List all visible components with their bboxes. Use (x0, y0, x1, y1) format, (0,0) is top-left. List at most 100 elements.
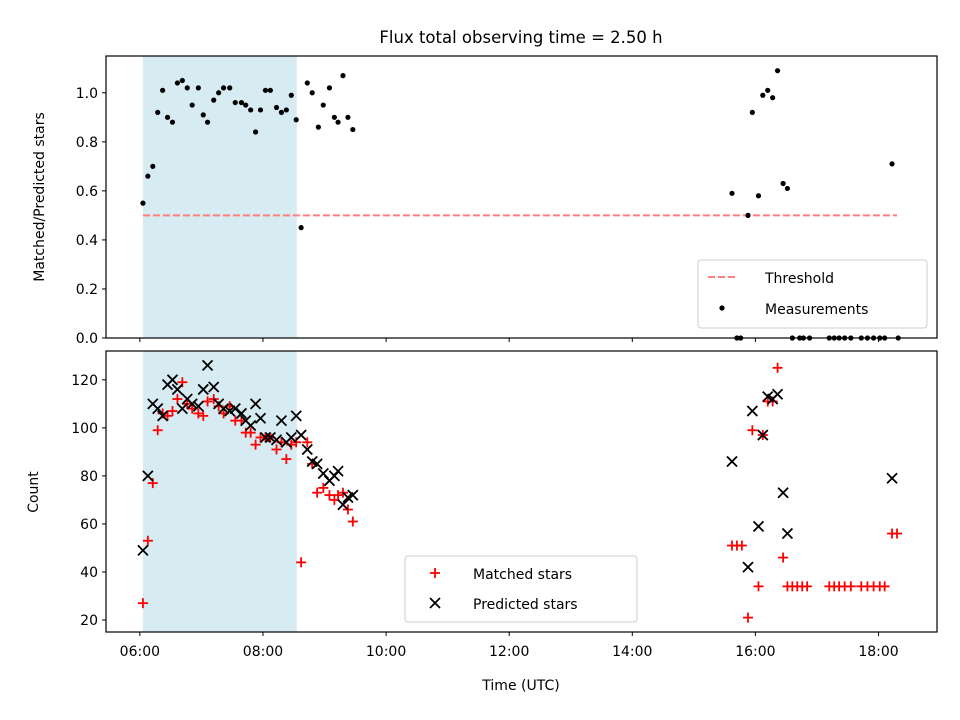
bottom-predicted-stars-point (259, 431, 272, 444)
top-measurements-point (335, 119, 341, 125)
bottom-matched-stars-point (312, 487, 323, 498)
top-y-tick-label: 0.6 (76, 184, 98, 200)
top-measurements-point (729, 190, 735, 196)
top-measurements-point (320, 102, 326, 108)
top-legend-box (697, 259, 928, 329)
top-y-tick-label: 0.4 (76, 233, 98, 249)
top-measurements-point (238, 99, 245, 106)
top-measurements-point (150, 163, 156, 169)
bottom-predicted-stars-point (208, 381, 220, 393)
top-measurements-point (765, 87, 771, 93)
top-measurements-point (326, 85, 333, 91)
bottom-predicted-stars-point (295, 429, 307, 441)
top-y-tick-label: 0.8 (76, 135, 98, 151)
top-plot-frame (105, 55, 938, 339)
bottom-predicted-stars-point (311, 458, 323, 470)
bottom-predicted-stars-point (254, 412, 267, 424)
top-measurements-point (760, 92, 766, 98)
top-measurements-point (160, 87, 166, 93)
top-measurements-point (248, 107, 254, 113)
bottom-predicted-stars-point (201, 359, 214, 372)
bottom-matched-stars-point (296, 557, 307, 568)
chart-title: Flux total observing time = 2.50 h (379, 28, 662, 47)
bottom-legend: Matched stars Predicted stars (404, 555, 638, 623)
bottom-predicted-stars-point (757, 429, 769, 441)
top-measurements-point (164, 114, 171, 120)
bottom-predicted-stars-point (224, 405, 236, 417)
top-measurements-point (278, 109, 285, 115)
bottom-predicted-stars-point (726, 455, 738, 468)
bottom-legend-box (404, 555, 638, 623)
bottom-predicted-stars-point (142, 470, 154, 482)
bottom-y-tick-label: 60 (80, 517, 98, 533)
bottom-predicted-stars-point (337, 499, 349, 511)
bottom-predicted-stars-point (290, 410, 302, 422)
bottom-predicted-stars-point (229, 403, 241, 415)
top-measurements-point (195, 85, 201, 91)
x-tick-label: 10:00 (366, 644, 406, 660)
top-measurements-point (204, 119, 211, 125)
top-y-axis-label: Matched/Predicted stars (32, 112, 48, 282)
x-tick-label: 14:00 (612, 644, 652, 660)
bottom-matched-stars-point (250, 439, 261, 450)
bottom-matched-stars-point (152, 425, 163, 436)
bottom-predicted-stars-point (742, 561, 754, 573)
top-measurements-point (340, 73, 346, 79)
bottom-panel: 06:00 08:00 10:00 12:00 14:00 16:00 18:00 20 40 6… (26, 350, 938, 660)
bottom-y-axis-label: Count (26, 471, 42, 513)
bottom-predicted-stars-point (192, 400, 204, 412)
bottom-predicted-stars-point (264, 431, 276, 444)
top-measurements-point (309, 90, 315, 96)
bottom-matched-stars-point (891, 528, 902, 539)
top-measurements-point (298, 225, 304, 231)
top-measurements-point (227, 85, 233, 91)
top-y-tick-label: 1.0 (76, 86, 98, 102)
bottom-predicted-stars-point (156, 410, 169, 422)
legend-predicted-label: Predicted stars (473, 597, 578, 613)
top-measurements-point (252, 129, 259, 135)
legend-measurements-swatch (719, 305, 725, 311)
top-measurements-point (889, 161, 895, 167)
top-measurements-point (220, 85, 227, 91)
bottom-predicted-stars-point (270, 434, 283, 446)
bottom-y-tick-label: 20 (80, 613, 98, 629)
bottom-matched-stars-point (753, 581, 764, 592)
top-measurements-point (232, 99, 238, 106)
bottom-matched-stars-point (743, 612, 754, 623)
bottom-matched-stars-point (137, 598, 148, 609)
bottom-plot-frame (105, 350, 938, 633)
top-measurements-point (243, 102, 249, 108)
bottom-predicted-stars-point (176, 403, 188, 415)
bottom-matched-stars-point (302, 437, 313, 448)
top-measurements-point (155, 109, 161, 115)
bottom-matched-stars-point (202, 396, 213, 407)
top-measurements-point (200, 112, 206, 118)
top-measurements-point (273, 104, 280, 111)
top-measurements-point (211, 97, 217, 103)
legend-threshold-label: Threshold (764, 271, 834, 287)
top-y-tick-label: 0.0 (76, 331, 98, 347)
top-measurements-point (780, 180, 786, 187)
legend-matched-swatch (430, 568, 440, 578)
bottom-y-tick-label: 40 (80, 565, 98, 581)
bottom-y-tick-label: 100 (71, 421, 98, 437)
top-measurements-point (179, 77, 185, 84)
bottom-matched-stars-point (736, 540, 747, 551)
bottom-matched-stars-point (772, 362, 783, 373)
top-measurements-point (745, 212, 751, 218)
top-measurements-point (184, 85, 190, 91)
bottom-predicted-stars-point (781, 527, 794, 540)
x-tick-label: 08:00 (243, 644, 283, 660)
bottom-predicted-stars-point (245, 419, 257, 432)
bottom-predicted-stars-point (152, 403, 164, 415)
top-measurements-point (345, 114, 351, 120)
bottom-matched-stars-point (879, 581, 890, 592)
bottom-predicted-stars-point (332, 465, 344, 477)
top-measurements-point (331, 114, 337, 120)
bottom-predicted-stars-point (347, 489, 359, 501)
top-measurements-point (257, 107, 264, 113)
bottom-predicted-stars-point (197, 383, 209, 396)
bottom-matched-stars-point (347, 516, 358, 527)
bottom-y-tick-label: 120 (71, 373, 98, 389)
